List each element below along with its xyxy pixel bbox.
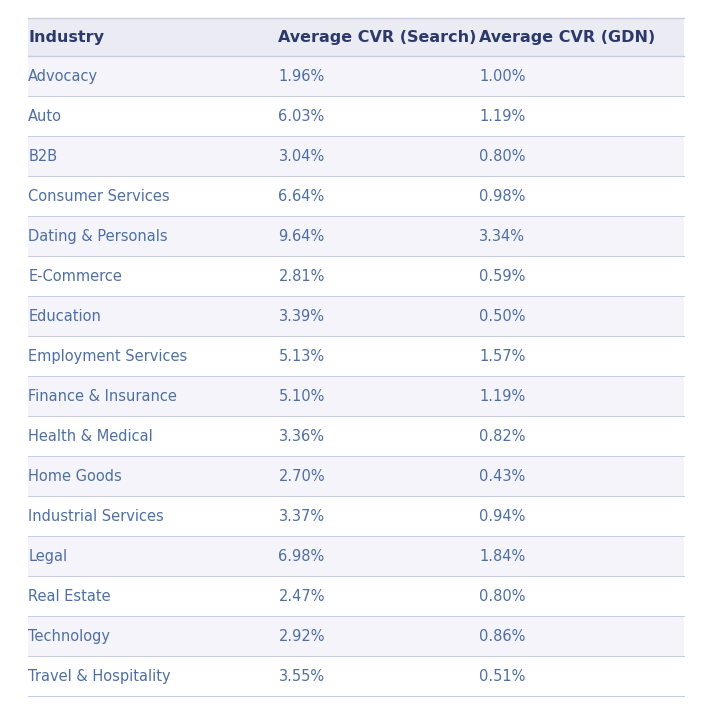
FancyBboxPatch shape	[28, 537, 684, 576]
Text: Home Goods: Home Goods	[28, 469, 122, 484]
FancyBboxPatch shape	[28, 496, 684, 537]
Text: 1.96%: 1.96%	[278, 69, 325, 84]
Text: Industrial Services: Industrial Services	[28, 509, 164, 524]
Text: 1.00%: 1.00%	[479, 69, 526, 84]
Text: Technology: Technology	[28, 629, 110, 644]
FancyBboxPatch shape	[28, 216, 684, 257]
Text: 3.04%: 3.04%	[278, 149, 325, 164]
Text: B2B: B2B	[28, 149, 57, 164]
Text: Education: Education	[28, 309, 101, 324]
FancyBboxPatch shape	[28, 337, 684, 376]
FancyBboxPatch shape	[28, 617, 684, 656]
Text: 0.59%: 0.59%	[479, 269, 526, 284]
Text: 2.70%: 2.70%	[278, 469, 325, 484]
Text: 6.64%: 6.64%	[278, 189, 325, 204]
Text: 1.19%: 1.19%	[479, 389, 526, 404]
FancyBboxPatch shape	[28, 18, 684, 57]
Text: 3.34%: 3.34%	[479, 229, 525, 244]
Text: Advocacy: Advocacy	[28, 69, 98, 84]
Text: Legal: Legal	[28, 549, 67, 564]
Text: Consumer Services: Consumer Services	[28, 189, 170, 204]
FancyBboxPatch shape	[28, 257, 684, 296]
Text: 3.37%: 3.37%	[278, 509, 324, 524]
Text: Health & Medical: Health & Medical	[28, 429, 153, 444]
Text: 1.57%: 1.57%	[479, 349, 526, 364]
Text: Employment Services: Employment Services	[28, 349, 188, 364]
FancyBboxPatch shape	[28, 177, 684, 216]
FancyBboxPatch shape	[28, 296, 684, 337]
Text: Travel & Hospitality: Travel & Hospitality	[28, 669, 171, 684]
Text: 0.86%: 0.86%	[479, 629, 526, 644]
FancyBboxPatch shape	[28, 457, 684, 496]
Text: 0.94%: 0.94%	[479, 509, 526, 524]
Text: E-Commerce: E-Commerce	[28, 269, 122, 284]
FancyBboxPatch shape	[28, 416, 684, 457]
Text: 0.43%: 0.43%	[479, 469, 526, 484]
FancyBboxPatch shape	[28, 656, 684, 696]
Text: 1.19%: 1.19%	[479, 109, 526, 124]
Text: Dating & Personals: Dating & Personals	[28, 229, 168, 244]
Text: Industry: Industry	[28, 30, 104, 45]
Text: 0.80%: 0.80%	[479, 149, 526, 164]
Text: 1.84%: 1.84%	[479, 549, 526, 564]
Text: 3.55%: 3.55%	[278, 669, 324, 684]
Text: 2.47%: 2.47%	[278, 589, 325, 604]
FancyBboxPatch shape	[28, 376, 684, 416]
Text: 3.36%: 3.36%	[278, 429, 324, 444]
Text: 2.81%: 2.81%	[278, 269, 325, 284]
FancyBboxPatch shape	[28, 576, 684, 617]
Text: 3.39%: 3.39%	[278, 309, 324, 324]
Text: 0.51%: 0.51%	[479, 669, 526, 684]
Text: Average CVR (GDN): Average CVR (GDN)	[479, 30, 656, 45]
Text: Auto: Auto	[28, 109, 62, 124]
Text: 6.03%: 6.03%	[278, 109, 325, 124]
Text: 2.92%: 2.92%	[278, 629, 325, 644]
Text: Average CVR (Search): Average CVR (Search)	[278, 30, 477, 45]
Text: 5.10%: 5.10%	[278, 389, 325, 404]
Text: 5.13%: 5.13%	[278, 349, 324, 364]
Text: 0.82%: 0.82%	[479, 429, 526, 444]
Text: 0.98%: 0.98%	[479, 189, 526, 204]
FancyBboxPatch shape	[28, 96, 684, 136]
Text: 0.50%: 0.50%	[479, 309, 526, 324]
FancyBboxPatch shape	[28, 136, 684, 177]
Text: Finance & Insurance: Finance & Insurance	[28, 389, 177, 404]
Text: 0.80%: 0.80%	[479, 589, 526, 604]
Text: 6.98%: 6.98%	[278, 549, 325, 564]
Text: Real Estate: Real Estate	[28, 589, 111, 604]
Text: 9.64%: 9.64%	[278, 229, 325, 244]
FancyBboxPatch shape	[28, 57, 684, 96]
